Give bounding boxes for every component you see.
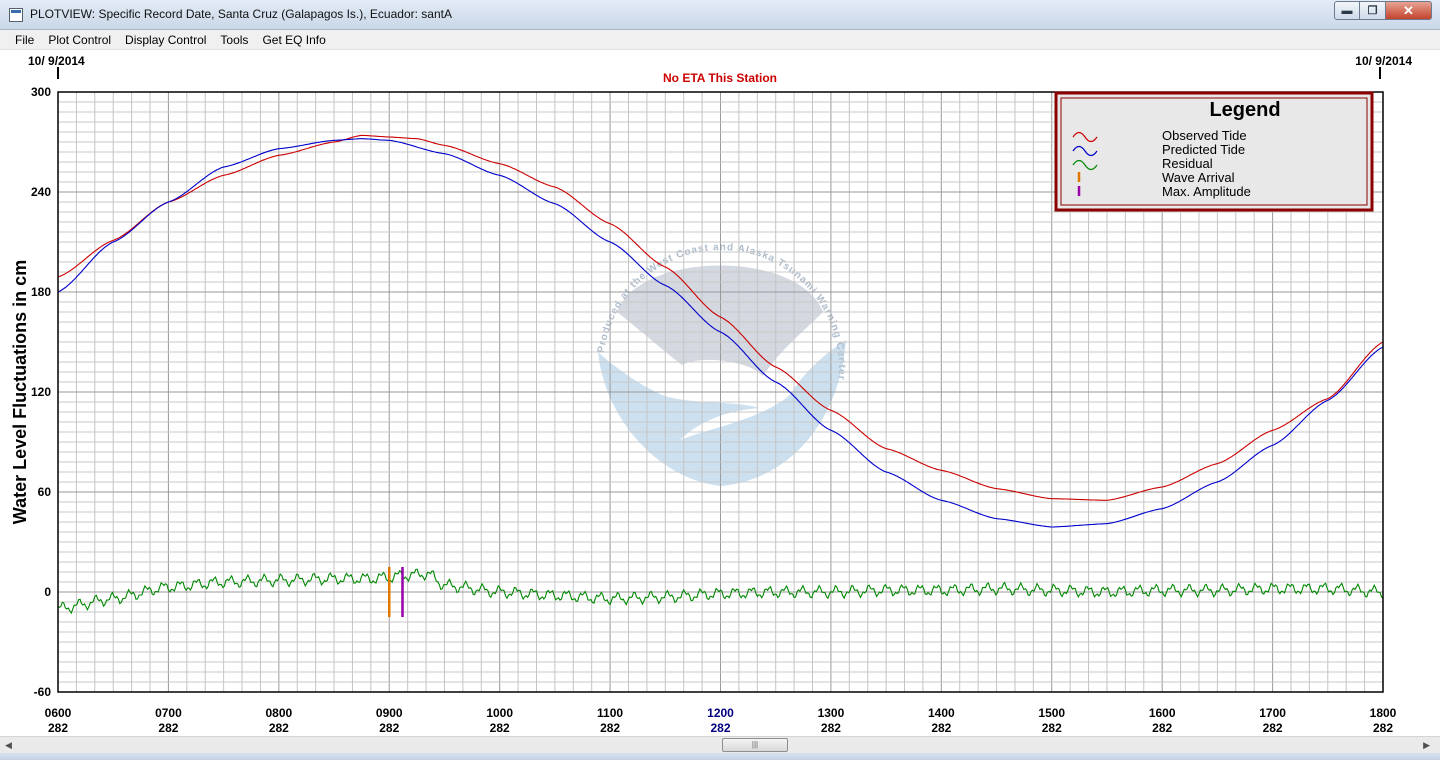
- x-tick-day: 282: [1373, 721, 1393, 735]
- x-tick-day: 282: [490, 721, 510, 735]
- series-line-observed-tide: [57, 134, 1384, 501]
- x-tick-time: 1500: [1038, 706, 1065, 720]
- menu-display-control[interactable]: Display Control: [125, 32, 207, 47]
- y-tick-label: 180: [31, 285, 51, 299]
- x-tick-time: 0600: [45, 706, 72, 720]
- date-right: 10/ 9/2014: [1355, 54, 1412, 68]
- menu-get-eq-info[interactable]: Get EQ Info: [262, 32, 326, 47]
- x-tick-time: 1700: [1259, 706, 1286, 720]
- legend-label: Wave Arrival: [1162, 170, 1235, 185]
- x-tick-day: 282: [158, 721, 178, 735]
- series-line-predicted-tide: [57, 138, 1384, 528]
- legend-label: Max. Amplitude: [1162, 184, 1251, 199]
- x-axis-ticks: 0600282070028208002820900282100028211002…: [45, 706, 1397, 735]
- menu-file[interactable]: File: [15, 32, 35, 47]
- close-button[interactable]: ✕: [1386, 1, 1432, 20]
- x-tick-day: 282: [379, 721, 399, 735]
- series-line-residual: [57, 568, 1384, 615]
- x-tick-time: 0900: [376, 706, 403, 720]
- legend-label: Predicted Tide: [1162, 142, 1245, 157]
- y-axis-ticks: 300 240 180 120 60 0 -60: [31, 85, 51, 699]
- window-bottom-border: [0, 753, 1440, 760]
- x-tick-day: 282: [1263, 721, 1283, 735]
- x-tick-day: 282: [48, 721, 68, 735]
- series-layer: [57, 134, 1384, 615]
- menu-plot-control[interactable]: Plot Control: [48, 32, 112, 47]
- marker-layer: [388, 567, 404, 617]
- x-tick-day: 282: [710, 721, 730, 735]
- title-bar: PLOTVIEW: Specific Record Date, Santa Cr…: [0, 0, 1440, 30]
- window-controls: ▬ ❐ ✕: [1334, 1, 1432, 21]
- x-tick-time: 1200: [707, 706, 734, 720]
- y-tick-label: -60: [34, 685, 52, 699]
- x-tick-day: 282: [600, 721, 620, 735]
- x-tick-time: 1100: [597, 706, 623, 720]
- legend-swatch-residual: [1072, 159, 1098, 171]
- app-icon[interactable]: [9, 8, 23, 22]
- plot-border: [57, 91, 1384, 693]
- menu-bar: File Plot Control Display Control Tools …: [0, 30, 1440, 50]
- x-tick-time: 1400: [928, 706, 955, 720]
- minimize-button[interactable]: ▬: [1334, 1, 1360, 20]
- maximize-button[interactable]: ❐: [1360, 1, 1386, 20]
- y-tick-label: 0: [44, 585, 51, 599]
- noaa-watermark: Produced at the West Coast and Alaska Ts…: [595, 242, 847, 494]
- y-tick-label: 300: [31, 85, 51, 99]
- legend-swatch-predicted-tide: [1072, 145, 1098, 157]
- legend-swatch-observed-tide: [1072, 131, 1098, 143]
- scroll-left-icon[interactable]: ◀: [5, 740, 12, 750]
- legend-label: Residual: [1162, 156, 1213, 171]
- x-tick-time: 0800: [265, 706, 292, 720]
- x-tick-day: 282: [269, 721, 289, 735]
- horizontal-scrollbar[interactable]: ◀ ||| ▶: [0, 736, 1440, 753]
- window-title: PLOTVIEW: Specific Record Date, Santa Cr…: [30, 7, 452, 21]
- x-tick-time: 1600: [1149, 706, 1176, 720]
- tide-plot: 10/ 9/2014 10/ 9/2014 No ETA This Statio…: [10, 54, 1412, 735]
- x-tick-time: 1000: [486, 706, 513, 720]
- x-tick-day: 282: [931, 721, 951, 735]
- y-tick-label: 60: [38, 485, 52, 499]
- eta-text: No ETA This Station: [663, 71, 777, 85]
- x-tick-day: 282: [1042, 721, 1062, 735]
- legend-frame: [1054, 91, 1374, 212]
- x-tick-day: 282: [1152, 721, 1172, 735]
- y-axis-label: Water Level Fluctuations in cm: [10, 260, 30, 524]
- x-tick-time: 1800: [1370, 706, 1397, 720]
- x-tick-time: 1300: [818, 706, 845, 720]
- scroll-right-icon[interactable]: ▶: [1423, 740, 1430, 750]
- date-left: 10/ 9/2014: [28, 54, 85, 68]
- legend-inner-frame: [1060, 97, 1368, 206]
- legend-title: Legend: [1209, 99, 1280, 121]
- x-tick-time: 0700: [155, 706, 182, 720]
- legend-label: Observed Tide: [1162, 128, 1247, 143]
- menu-tools[interactable]: Tools: [220, 32, 249, 47]
- y-tick-label: 240: [31, 185, 51, 199]
- scroll-thumb[interactable]: |||: [722, 738, 788, 752]
- x-tick-day: 282: [821, 721, 841, 735]
- y-tick-label: 120: [31, 385, 51, 399]
